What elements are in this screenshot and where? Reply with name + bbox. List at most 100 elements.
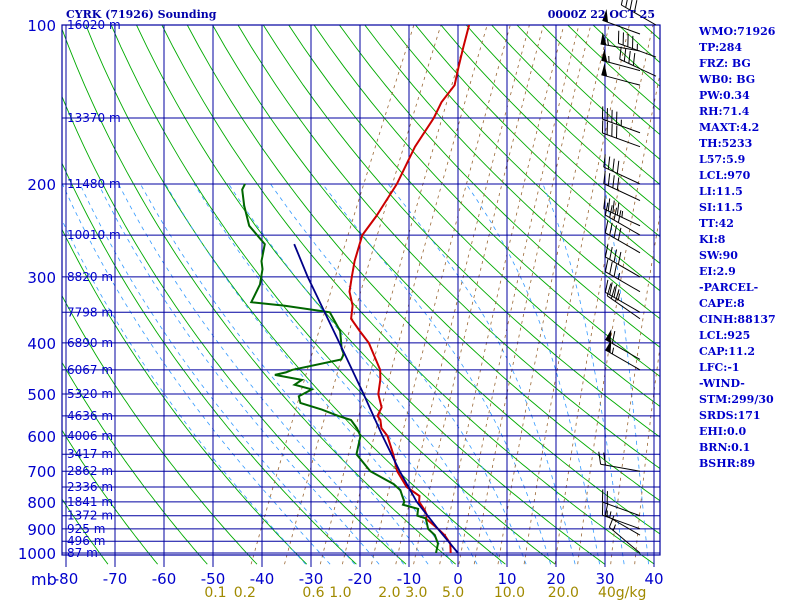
height-label: 5320 m [67,387,113,401]
temperature-tick-label: 0 [453,570,463,588]
wind-barb-feather [598,451,602,465]
wind-barb-staff [609,526,641,554]
temperature-tick-label: -80 [54,570,79,588]
moist-adiabat [465,183,600,565]
pressure-tick-label: 800 [27,494,56,512]
index-entry: CAP:11.2 [699,345,755,358]
moist-adiabat [98,183,380,565]
wind-barb-staff [605,256,641,278]
moist-adiabat [228,183,502,565]
wind-barb-flag [605,329,612,343]
moist-adiabat [79,183,355,565]
temperature-tick-label: -10 [397,570,422,588]
wind-barb [601,106,641,134]
isotherms [65,25,655,567]
wind-barb-staff [603,183,641,201]
wind-barb-feather [625,0,628,8]
temperature-tick-labels: -80 -70 -60 -50 -40 -30 -20 -10 0 10 20 30 40 [54,570,664,588]
dry-adiabat [62,228,308,565]
wind-barb [619,46,657,77]
wind-barb-half-feather [612,524,616,531]
height-label: 6890 m [67,336,113,350]
height-label: 11480 m [67,177,121,191]
dry-adiabat [62,27,456,565]
wind-barb-staff [619,58,657,77]
index-entry: BSHR:89 [699,457,755,470]
pressure-tick-label: 900 [27,521,56,539]
wind-barb-feather [609,246,613,260]
sounding-series [241,25,471,554]
dry-adiabat [313,25,660,378]
wind-barb-feather [603,170,606,184]
wind-barb-feather [609,205,613,218]
wind-barb [604,202,641,236]
wind-barb [604,502,641,536]
height-label: 496 m [67,534,105,548]
wind-barb-feather [604,244,609,258]
wind-barb-staff [605,514,641,536]
wind-barb-feather [633,0,638,13]
index-entry: EI:2.9 [699,265,736,278]
dry-adiabat [62,429,158,565]
dewpoint-line [241,183,440,554]
wind-barb-feather [610,286,616,299]
wind-barb-staff [606,295,641,320]
wind-barb-feather [616,177,620,191]
wind-barb [604,279,641,313]
index-entry: TT:42 [699,217,734,230]
wind-barb [603,154,641,185]
dry-adiabat [62,162,357,565]
mixing-ratio-label: 0.2 [234,585,256,600]
dry-adiabat [339,25,660,348]
wind-barb-feather [628,50,631,64]
wind-barb-staff [601,74,641,86]
index-entry: LI:11.5 [699,185,743,198]
mixing-ratio-line [577,72,660,565]
wind-barb-feather [607,198,611,212]
pressure-tick-label: 300 [27,269,56,287]
wind-barb [603,170,641,201]
plot-frame [61,24,661,556]
wind-barb-feather [629,0,633,11]
temperature-tick-label: -60 [152,570,177,588]
x-axis-unit-label: mb [31,570,57,589]
dry-adiabat [62,361,208,565]
mixing-ratio-line [554,25,654,565]
moist-adiabat [62,183,331,565]
moist-adiabat [193,183,478,565]
index-entry: -PARCEL- [699,281,758,294]
pressure-tick-label: 400 [27,335,56,353]
temperature-tick-label: -50 [201,570,226,588]
wind-barb [605,339,641,371]
mixing-ratio-line [497,25,610,565]
height-label: 87 m [67,546,98,560]
height-label: 925 m [67,522,105,536]
dry-adiabat [62,294,258,565]
mixing-ratio-line [634,344,660,565]
wind-barb-feather [613,225,618,238]
wind-barb [608,515,641,554]
temperature-tick-label: -70 [103,570,128,588]
mixing-ratio-line [473,25,592,565]
wind-barb-staff [605,214,641,236]
wind-barb [601,120,641,148]
wind-barb-feather [603,452,607,466]
wind-barb [598,451,641,472]
wind-barb-staff [600,463,641,472]
moist-adiabat [270,183,527,565]
wind-barb-feather [613,207,618,221]
dry-adiabat [136,25,606,565]
wind-barb [602,9,641,35]
dry-adiabat [212,25,660,502]
wind-barb [617,30,657,58]
pressure-tick-labels: 100 200 300 400 500 600 700 800 900 1000 [18,17,56,563]
wind-barb-feather [617,227,622,241]
wind-barb-feather [632,52,636,66]
mixing-ratio-label: 3.0 [405,585,427,600]
mixing-ratio-line [523,25,630,565]
dry-adiabat [237,25,660,470]
dry-adiabats [62,25,660,565]
dry-adiabat [364,25,660,320]
index-entry: EHI:0.0 [699,425,746,438]
height-label: 13370 m [67,111,121,125]
